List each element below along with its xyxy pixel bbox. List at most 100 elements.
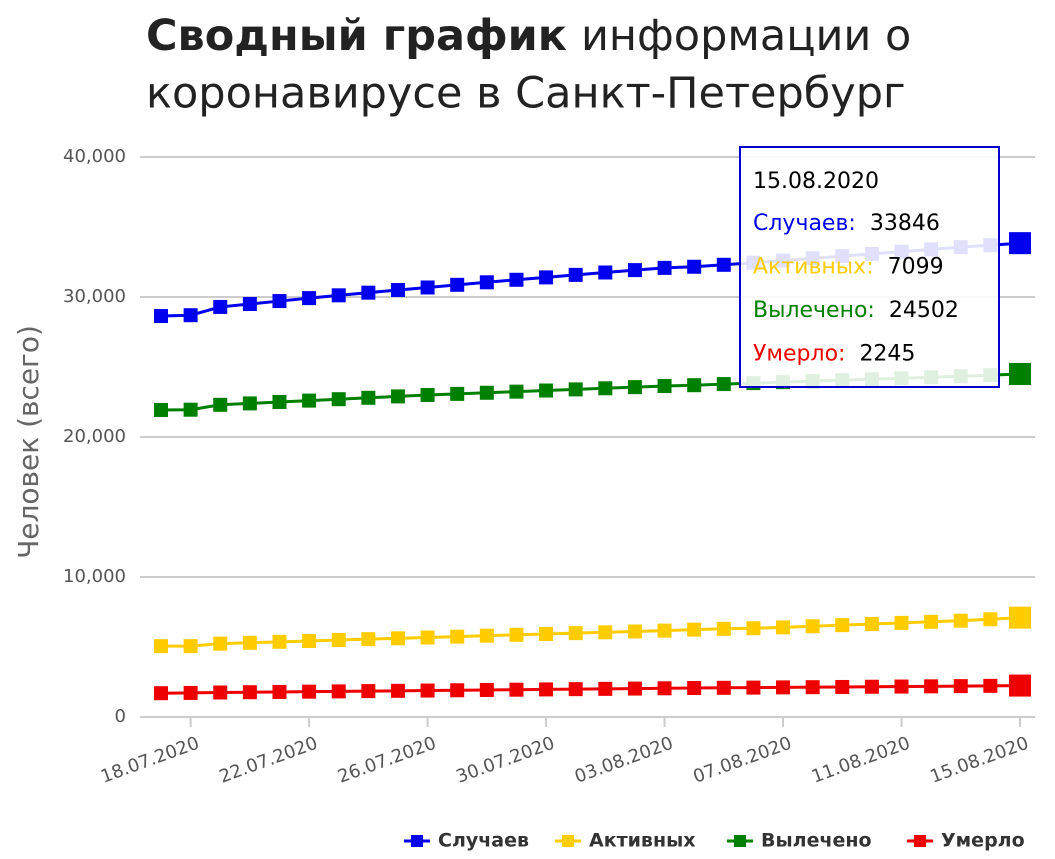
point <box>242 297 257 311</box>
y-axis-label: Человек (всего) <box>12 325 45 559</box>
point <box>598 681 613 696</box>
point <box>805 680 820 695</box>
point <box>539 682 554 697</box>
y-tick-label: 30,000 <box>63 286 126 307</box>
legend-marker <box>562 835 574 847</box>
point <box>479 385 494 400</box>
point <box>864 617 879 632</box>
point <box>154 686 168 701</box>
point <box>361 632 376 647</box>
point <box>272 684 287 699</box>
point <box>183 308 198 323</box>
point <box>598 625 613 640</box>
point <box>627 380 642 395</box>
point <box>213 397 228 412</box>
point <box>302 633 317 648</box>
point <box>805 619 820 634</box>
point <box>213 636 228 651</box>
point <box>716 680 731 695</box>
point <box>598 265 613 280</box>
point <box>539 626 554 641</box>
x-tick-label: 15.08.2020 <box>927 733 1031 788</box>
point <box>598 381 613 396</box>
point <box>509 272 524 287</box>
point <box>450 386 465 401</box>
point <box>627 624 642 639</box>
point <box>390 283 405 297</box>
point <box>509 627 524 642</box>
point <box>390 389 405 404</box>
point <box>479 682 494 697</box>
point <box>1009 362 1031 385</box>
series-line <box>161 616 1021 648</box>
tooltip-date: 15.08.2020 <box>753 169 879 194</box>
point <box>657 681 672 696</box>
chart-title: Сводный график информации о <box>146 11 911 61</box>
point <box>687 681 702 696</box>
tooltip-label: Вылечено: <box>753 298 875 323</box>
legend-label: Случаев <box>438 830 529 852</box>
point <box>361 390 376 405</box>
x-tick-label: 26.07.2020 <box>335 733 439 788</box>
point <box>539 270 554 285</box>
legend-marker <box>411 835 423 847</box>
point <box>331 633 346 647</box>
point <box>687 259 702 274</box>
point <box>1009 674 1031 697</box>
title-rest: информации о <box>581 11 911 61</box>
point <box>242 635 257 650</box>
series-line <box>160 684 1021 695</box>
point <box>213 685 228 700</box>
point <box>183 685 198 700</box>
point <box>272 395 287 409</box>
point <box>361 285 376 300</box>
point <box>272 294 287 309</box>
point <box>242 396 257 411</box>
point <box>420 280 435 295</box>
x-tick-label: 11.08.2020 <box>809 733 913 788</box>
point <box>1009 606 1031 629</box>
point <box>716 377 731 392</box>
tooltip-value: 24502 <box>889 298 959 323</box>
tooltip-row: Умерло: 2245 <box>753 342 915 367</box>
point <box>568 267 583 282</box>
point <box>331 684 346 699</box>
point <box>716 257 731 272</box>
point <box>746 680 761 695</box>
tooltip-value: 7099 <box>888 255 944 280</box>
legend-marker <box>914 835 926 847</box>
point <box>894 615 909 630</box>
point <box>924 679 939 694</box>
point <box>331 392 346 407</box>
chart-title-line: коронавирусе в Санкт-Петербург <box>146 69 906 119</box>
point <box>627 263 642 278</box>
point <box>242 685 257 700</box>
tooltip-row: Активных: 7099 <box>753 255 944 280</box>
legend-label: Активных <box>589 830 696 852</box>
point <box>390 683 405 698</box>
point <box>568 682 583 697</box>
tooltip-value: 2245 <box>859 342 915 367</box>
tooltip-label: Активных: <box>753 255 874 280</box>
legend-marker <box>734 835 746 847</box>
point <box>509 384 524 399</box>
tooltip-row: Случаев: 33846 <box>753 211 940 236</box>
point <box>864 679 879 694</box>
tooltip-label: Случаев: <box>753 211 856 236</box>
point <box>390 631 405 646</box>
y-tick-label: 20,000 <box>63 426 126 447</box>
point <box>154 402 168 417</box>
tooltip-box <box>739 146 1000 388</box>
point <box>953 679 968 694</box>
point <box>657 260 672 275</box>
point <box>509 682 524 697</box>
point <box>479 275 494 290</box>
point <box>272 634 287 649</box>
x-tick-label: 03.08.2020 <box>572 733 676 788</box>
point <box>746 621 761 636</box>
point <box>983 678 998 693</box>
point <box>657 623 672 638</box>
point <box>953 613 968 628</box>
point <box>983 612 998 627</box>
